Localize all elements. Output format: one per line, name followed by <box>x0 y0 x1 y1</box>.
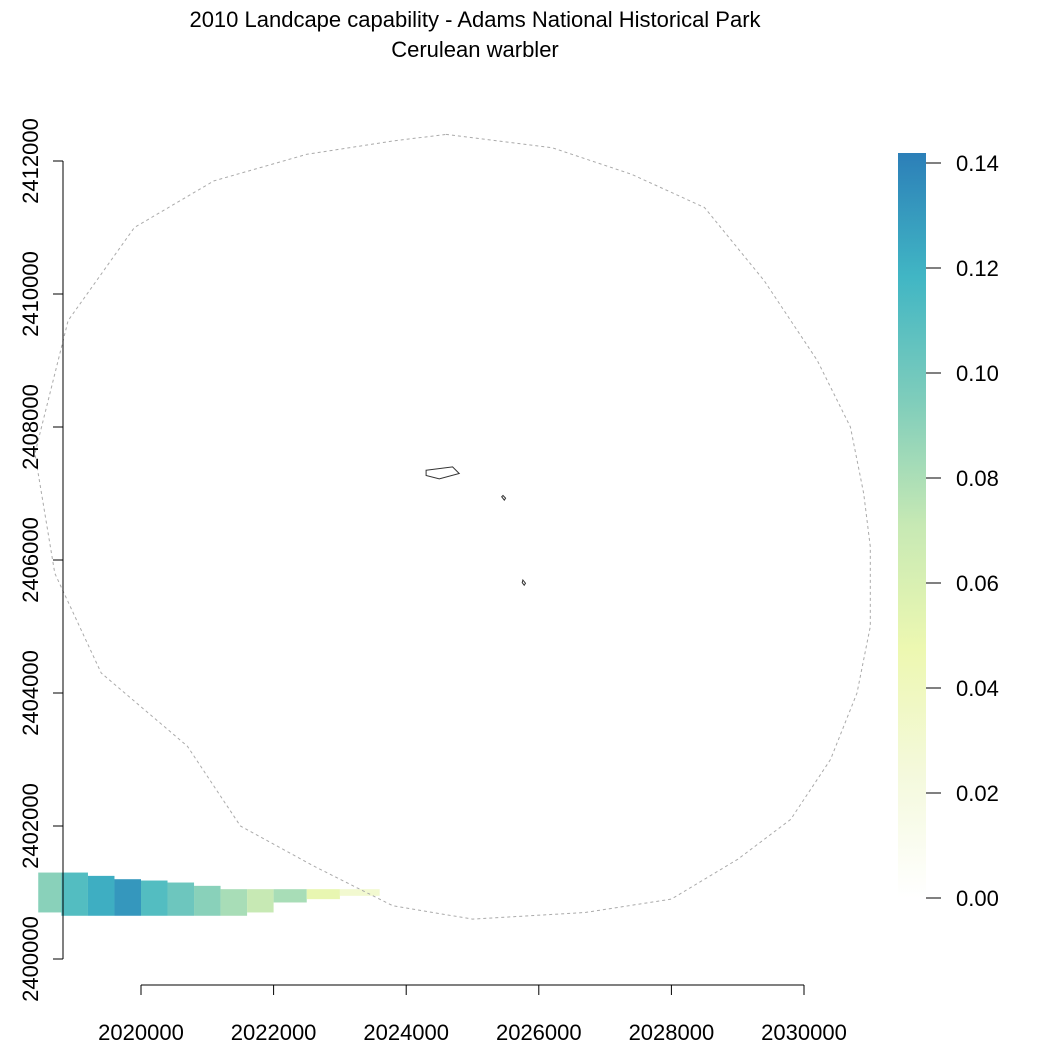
park-units-layer <box>425 466 527 587</box>
buffer-layer <box>34 133 871 920</box>
raster-cell <box>141 880 168 916</box>
y-tick-label: 2400000 <box>18 916 43 1002</box>
colorbar-tick-label: 0.08 <box>956 466 999 491</box>
raster-cell <box>306 889 340 900</box>
colorbar-tick-label: 0.04 <box>956 676 999 701</box>
y-tick-label: 2412000 <box>18 118 43 204</box>
raster-cell <box>61 872 88 916</box>
chart-title: 2010 Landcape capability - Adams Nationa… <box>189 7 761 32</box>
x-tick-label: 2022000 <box>231 1020 317 1045</box>
colorbar-legend: 0.00 0.02 0.04 0.06 0.08 0.10 0.12 0.14 <box>898 151 999 911</box>
y-tick-label: 2404000 <box>18 650 43 736</box>
raster-cell <box>194 885 221 916</box>
raster-cell <box>273 889 307 903</box>
colorbar-tick-label: 0.00 <box>956 886 999 911</box>
colorbar-tick-label: 0.02 <box>956 781 999 806</box>
y-tick-label: 2406000 <box>18 517 43 603</box>
colorbar-ramp <box>898 153 926 898</box>
colorbar-tick-label: 0.14 <box>956 151 999 176</box>
x-tick-label: 2020000 <box>98 1020 184 1045</box>
y-tick-label: 2410000 <box>18 251 43 337</box>
y-tick-label: 2408000 <box>18 384 43 470</box>
colorbar-tick-label: 0.10 <box>956 361 999 386</box>
raster-cell <box>87 875 115 916</box>
raster-cell <box>114 879 141 916</box>
raster-cell <box>167 882 195 916</box>
colorbar-tick-label: 0.06 <box>956 571 999 596</box>
y-tick-label: 2402000 <box>18 783 43 869</box>
raster-cell <box>220 889 248 916</box>
x-tick-label: 2024000 <box>363 1020 449 1045</box>
x-tick-label: 2028000 <box>629 1020 715 1045</box>
park-buffer-outline <box>34 133 871 920</box>
chart-subtitle: Cerulean warbler <box>391 37 559 62</box>
raster-layer <box>38 872 380 916</box>
raster-cell <box>339 889 380 896</box>
x-tick-label: 2026000 <box>496 1020 582 1045</box>
park-unit-boundary <box>501 494 507 501</box>
x-axis: 2020000 2022000 2024000 2026000 2028000 20300… <box>98 984 847 1045</box>
y-axis: 2400000 2402000 2404000 2406000 2408000 24100… <box>18 118 64 1002</box>
raster-cell <box>247 889 274 913</box>
colorbar-tick-label: 0.12 <box>956 256 999 281</box>
park-unit-boundary <box>521 578 527 587</box>
x-tick-label: 2030000 <box>761 1020 847 1045</box>
raster-cell <box>38 872 62 913</box>
park-unit-boundary <box>425 466 461 480</box>
